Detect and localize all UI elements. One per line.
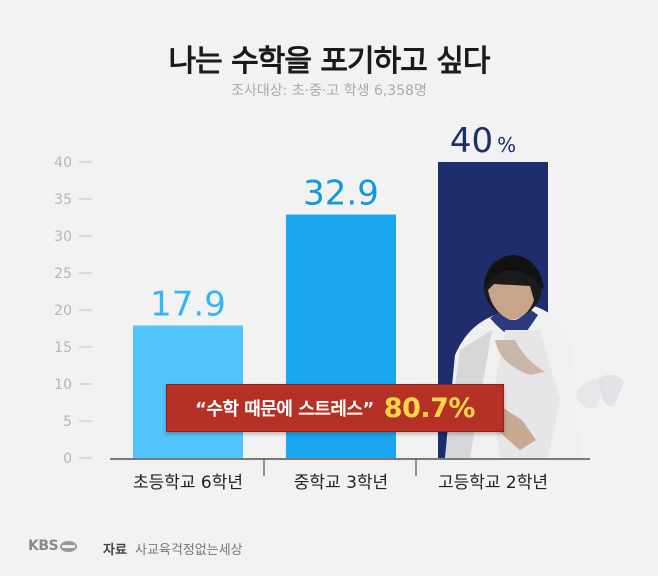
y-tick-label: 5 <box>63 414 72 430</box>
kbs-logo: KBS <box>28 538 78 554</box>
x-category-label: 고등학교 2학년 <box>438 473 548 493</box>
callout-quote: “수학 때문에 스트레스” <box>195 399 374 420</box>
y-tick-label: 35 <box>54 192 72 208</box>
chart-subtitle: 조사대상: 초·중·고 학생 6,358명 <box>231 83 427 99</box>
y-tick-label: 0 <box>63 451 72 467</box>
callout-value: 80.7% <box>383 392 476 424</box>
y-tick-label: 20 <box>54 303 72 319</box>
x-category-label: 초등학교 6학년 <box>133 473 243 493</box>
x-axis: 초등학교 6학년 중학교 3학년 고등학교 2학년 <box>110 458 590 493</box>
y-tick-label: 30 <box>54 229 72 245</box>
y-axis: 0 5 10 15 20 25 30 35 40 <box>54 155 92 467</box>
data-label-unit: % <box>497 133 516 157</box>
y-tick-label: 15 <box>54 340 72 356</box>
kbs-logo-icon <box>60 540 78 552</box>
kbs-logo-text: KBS <box>28 538 59 554</box>
stress-callout-banner: “수학 때문에 스트레스” 80.7% <box>166 384 504 432</box>
data-label: 17.9 <box>150 285 226 325</box>
y-tick-label: 40 <box>54 155 72 171</box>
chart-title: 나는 수학을 포기하고 싶다 <box>168 44 491 79</box>
y-tick-label: 25 <box>54 266 72 282</box>
x-category-label: 중학교 3학년 <box>294 473 388 493</box>
data-label: 40% <box>450 121 516 161</box>
source-name: 사교육걱정없는세상 <box>135 543 243 558</box>
data-label: 32.9 <box>303 174 379 214</box>
source-label: 자료 <box>103 543 127 558</box>
y-tick-label: 10 <box>54 377 72 393</box>
